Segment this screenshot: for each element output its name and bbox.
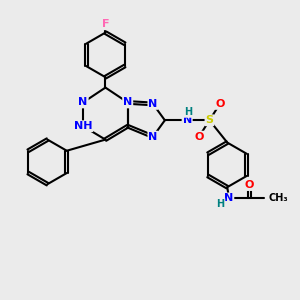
Text: O: O (194, 132, 204, 142)
Text: N: N (224, 194, 233, 203)
Text: N: N (148, 132, 158, 142)
Text: NH: NH (74, 121, 92, 131)
Text: H: H (184, 107, 192, 117)
Text: H: H (216, 199, 224, 209)
Text: S: S (206, 115, 213, 125)
Text: O: O (215, 99, 224, 109)
Text: N: N (148, 99, 158, 109)
Text: N: N (123, 98, 132, 107)
Text: F: F (102, 19, 109, 29)
Text: N: N (79, 98, 88, 107)
Text: O: O (245, 180, 254, 190)
Text: CH₃: CH₃ (269, 194, 289, 203)
Text: N: N (182, 115, 192, 125)
